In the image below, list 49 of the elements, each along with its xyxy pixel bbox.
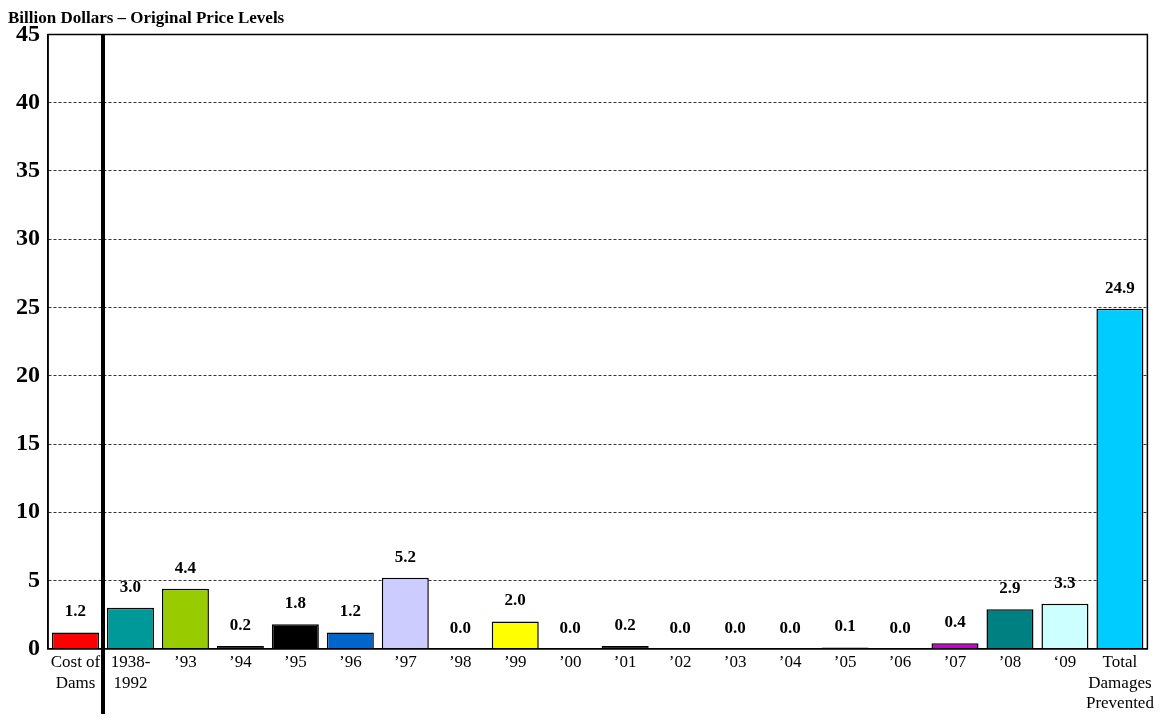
data-label: 24.9: [1105, 277, 1135, 297]
x-tick-label: ’95: [284, 652, 307, 672]
x-tick-label: ’02: [668, 652, 692, 672]
data-label: 5.2: [394, 546, 416, 566]
data-label: 2.9: [999, 578, 1021, 598]
x-tick-label: Total Damages Prevented: [1085, 652, 1155, 713]
y-tick-label: 5: [28, 565, 40, 592]
data-label: 1.8: [284, 593, 306, 613]
data-label: 4.4: [174, 557, 197, 577]
y-tick-label: 40: [16, 87, 40, 114]
data-label: 0.2: [229, 614, 252, 634]
x-tick-label: ’97: [393, 652, 418, 672]
data-label: 0.2: [614, 614, 636, 634]
y-tick-label: 15: [16, 429, 40, 456]
data-label: 2.0: [504, 590, 526, 610]
x-tick-label: ’93: [174, 652, 197, 672]
y-tick-label: 0: [28, 634, 40, 660]
x-tick-label: ’96: [339, 652, 362, 672]
data-label: 1.2: [339, 601, 361, 621]
data-label: 1.2: [64, 601, 87, 621]
x-tick-label: ‘09: [1053, 652, 1077, 672]
data-label: 0.0: [889, 617, 911, 637]
x-tick-label: 1938-1992: [110, 652, 151, 692]
x-tick-label: ’99: [503, 652, 527, 672]
data-label: 0.1: [834, 616, 856, 636]
y-tick-label: 10: [16, 497, 40, 524]
data-label: 0.4: [944, 612, 967, 632]
data-label: 3.3: [1054, 572, 1076, 592]
x-tick-label: ’07: [943, 652, 967, 672]
x-tick-label: ’98: [448, 652, 472, 672]
x-tick-label: ’03: [723, 652, 747, 672]
data-label: 0.0: [724, 617, 746, 637]
y-tick-label: 25: [16, 292, 40, 319]
x-tick-label: ’06: [888, 652, 912, 672]
x-tick-label: ’04: [778, 652, 802, 672]
data-label: 0.0: [559, 617, 581, 637]
x-tick-label: ’05: [833, 652, 857, 672]
x-tick-label: ’01: [613, 652, 637, 672]
data-label: 0.0: [779, 617, 801, 637]
data-label: 0.0: [669, 617, 691, 637]
data-label: 0.0: [449, 617, 471, 637]
x-tick-label: ’94: [229, 652, 253, 672]
y-tick-label: 30: [16, 224, 40, 251]
y-tick-label: 20: [16, 360, 40, 387]
data-label: 3.0: [119, 576, 142, 596]
x-tick-label: ’08: [998, 652, 1022, 672]
x-tick-label: ’00: [558, 652, 582, 672]
y-tick-label: 35: [16, 156, 40, 183]
x-tick-label: Cost of Dams: [50, 652, 101, 692]
